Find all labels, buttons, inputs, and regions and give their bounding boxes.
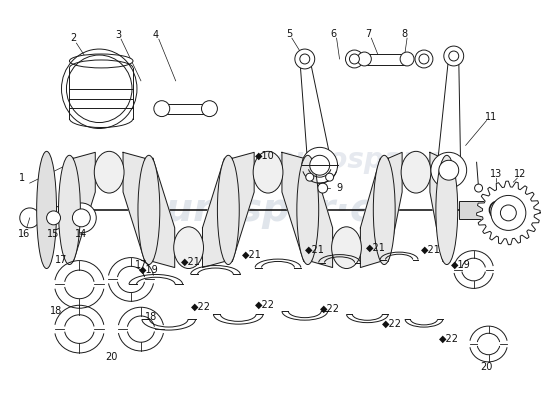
- Circle shape: [345, 50, 364, 68]
- Text: 18: 18: [145, 312, 157, 322]
- Text: ◆21: ◆21: [305, 245, 324, 255]
- Ellipse shape: [37, 151, 57, 268]
- Polygon shape: [360, 158, 380, 268]
- Bar: [164, 104, 207, 114]
- Ellipse shape: [253, 151, 283, 193]
- Text: 7: 7: [365, 29, 371, 39]
- Circle shape: [500, 205, 516, 221]
- Text: ◆21: ◆21: [180, 256, 201, 266]
- Circle shape: [491, 196, 526, 230]
- Polygon shape: [282, 152, 304, 262]
- Text: 1: 1: [19, 173, 25, 183]
- Circle shape: [300, 54, 310, 64]
- Polygon shape: [153, 158, 175, 268]
- Ellipse shape: [217, 155, 239, 264]
- Ellipse shape: [332, 227, 361, 268]
- Circle shape: [154, 101, 170, 116]
- Circle shape: [358, 52, 371, 66]
- Text: 17: 17: [56, 254, 68, 264]
- Circle shape: [295, 49, 315, 69]
- Circle shape: [419, 54, 429, 64]
- Polygon shape: [477, 181, 540, 245]
- Circle shape: [302, 147, 338, 183]
- Text: 5: 5: [286, 29, 292, 39]
- Ellipse shape: [94, 151, 124, 193]
- Text: eurospar·es: eurospar·es: [276, 146, 463, 174]
- Bar: [367, 54, 407, 65]
- Ellipse shape: [174, 227, 204, 268]
- Text: 11: 11: [485, 112, 498, 122]
- Polygon shape: [123, 152, 145, 262]
- Polygon shape: [232, 152, 254, 262]
- Text: ◆21: ◆21: [242, 250, 262, 260]
- Text: 17: 17: [135, 260, 147, 270]
- Text: ◆10: ◆10: [255, 150, 275, 160]
- Ellipse shape: [297, 155, 318, 264]
- Polygon shape: [73, 152, 95, 262]
- Circle shape: [349, 54, 359, 64]
- Text: ◆21: ◆21: [366, 243, 386, 253]
- Ellipse shape: [138, 155, 160, 264]
- Text: 15: 15: [47, 229, 60, 239]
- Ellipse shape: [401, 151, 431, 193]
- Polygon shape: [388, 152, 402, 262]
- Circle shape: [400, 52, 414, 66]
- Polygon shape: [312, 158, 333, 268]
- Text: ◆22: ◆22: [382, 319, 402, 329]
- Circle shape: [310, 155, 329, 175]
- Circle shape: [439, 160, 459, 180]
- Circle shape: [326, 173, 334, 181]
- Text: 14: 14: [75, 229, 87, 239]
- Ellipse shape: [47, 211, 60, 225]
- Ellipse shape: [373, 155, 395, 264]
- Text: 16: 16: [18, 229, 30, 239]
- Text: 6: 6: [331, 29, 337, 39]
- Text: 20: 20: [105, 352, 117, 362]
- Polygon shape: [430, 152, 443, 262]
- Text: 12: 12: [514, 169, 526, 179]
- Text: 2: 2: [70, 33, 76, 43]
- Text: ◆22: ◆22: [320, 304, 339, 314]
- Ellipse shape: [67, 203, 96, 233]
- Circle shape: [449, 51, 459, 61]
- Text: ◆22: ◆22: [190, 302, 211, 312]
- Text: ◆19: ◆19: [139, 264, 159, 274]
- Ellipse shape: [42, 206, 65, 230]
- Polygon shape: [69, 68, 133, 118]
- Text: ◆21: ◆21: [421, 245, 441, 255]
- Polygon shape: [300, 58, 332, 167]
- Ellipse shape: [436, 155, 458, 264]
- Text: 18: 18: [51, 306, 63, 316]
- Circle shape: [415, 50, 433, 68]
- Text: ◆19: ◆19: [451, 260, 471, 270]
- Text: 8: 8: [401, 29, 407, 39]
- Text: 9: 9: [337, 183, 343, 193]
- Polygon shape: [437, 56, 461, 171]
- Circle shape: [306, 173, 313, 181]
- Circle shape: [318, 183, 328, 193]
- Text: 13: 13: [491, 169, 503, 179]
- Text: 3: 3: [115, 30, 121, 40]
- Circle shape: [431, 152, 466, 188]
- Bar: [459, 201, 497, 219]
- Circle shape: [444, 46, 464, 66]
- Ellipse shape: [69, 54, 133, 68]
- Circle shape: [475, 184, 482, 192]
- Text: ◆22: ◆22: [439, 334, 459, 344]
- Ellipse shape: [58, 155, 80, 264]
- Text: 20: 20: [480, 362, 493, 372]
- Polygon shape: [202, 158, 224, 268]
- Circle shape: [201, 101, 217, 116]
- Ellipse shape: [73, 209, 90, 227]
- Text: ◆22: ◆22: [255, 299, 275, 309]
- Text: 4: 4: [153, 30, 159, 40]
- Text: eurospar·es: eurospar·es: [140, 191, 400, 229]
